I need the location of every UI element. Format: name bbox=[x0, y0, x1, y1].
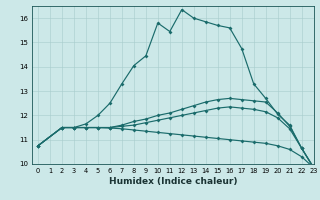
X-axis label: Humidex (Indice chaleur): Humidex (Indice chaleur) bbox=[108, 177, 237, 186]
